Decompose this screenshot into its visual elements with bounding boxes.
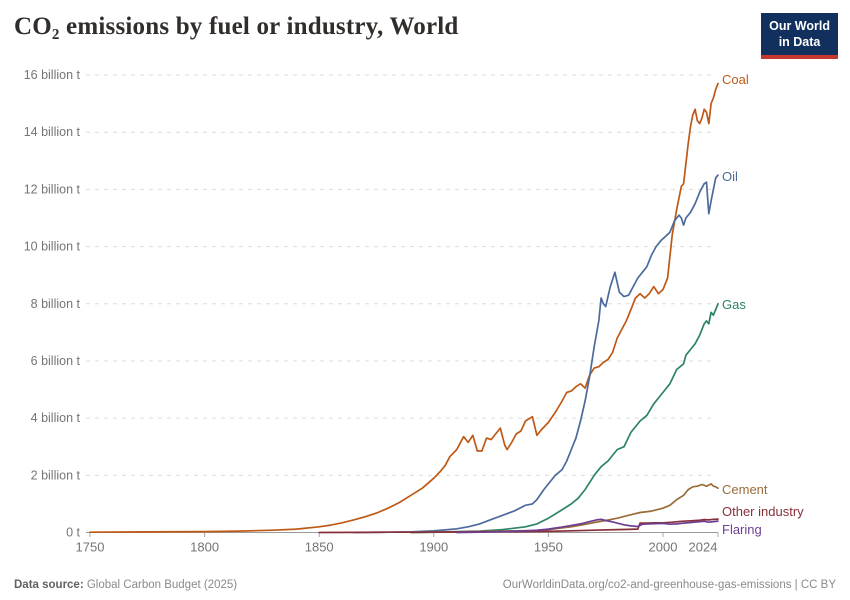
- y-tick-label: 2 billion t: [31, 468, 81, 482]
- x-tick-label: 1750: [76, 540, 105, 555]
- series-label-coal[interactable]: Coal: [722, 72, 749, 87]
- series-line-flaring[interactable]: [455, 518, 719, 534]
- x-tick-label: 2024: [689, 540, 718, 555]
- y-tick-label: 12 billion t: [24, 182, 81, 196]
- series-label-oil[interactable]: Oil: [722, 169, 738, 184]
- chart-footer: Data source: Global Carbon Budget (2025)…: [14, 579, 836, 591]
- series-label-gas[interactable]: Gas: [722, 297, 746, 312]
- owid-logo-line1: Our World: [769, 19, 830, 33]
- owid-logo[interactable]: Our World in Data: [761, 13, 838, 60]
- owid-logo-line2: in Data: [778, 34, 821, 49]
- x-tick-label: 2000: [649, 540, 678, 555]
- series-label-other-industry[interactable]: Other industry: [722, 504, 804, 519]
- y-tick-label: 16 billion t: [24, 68, 81, 82]
- series-line-coal[interactable]: [89, 82, 719, 534]
- x-tick-label: 1850: [305, 540, 334, 555]
- x-tick-label: 1950: [534, 540, 563, 555]
- series-line-gas[interactable]: [410, 302, 719, 534]
- y-tick-label: 10 billion t: [24, 240, 81, 254]
- y-tick-label: 8 billion t: [31, 297, 81, 311]
- data-source-value: Global Carbon Budget (2025): [83, 579, 238, 591]
- y-tick-label: 4 billion t: [31, 411, 81, 425]
- data-source-note: Data source: Global Carbon Budget (2025): [14, 579, 237, 591]
- page-title: CO₂ emissions by fuel or industry, World: [14, 13, 459, 40]
- attribution-link[interactable]: OurWorldinData.org/co2-and-greenhouse-ga…: [502, 579, 836, 591]
- x-tick-label: 1900: [419, 540, 448, 555]
- x-tick-label: 1800: [190, 540, 219, 555]
- series-label-cement[interactable]: Cement: [722, 482, 768, 497]
- y-tick-label: 0 t: [66, 526, 80, 540]
- series-label-flaring[interactable]: Flaring: [722, 522, 762, 537]
- y-tick-label: 14 billion t: [24, 125, 81, 139]
- series-line-oil[interactable]: [352, 174, 719, 534]
- data-source-label: Data source:: [14, 579, 84, 591]
- y-tick-label: 6 billion t: [31, 354, 81, 368]
